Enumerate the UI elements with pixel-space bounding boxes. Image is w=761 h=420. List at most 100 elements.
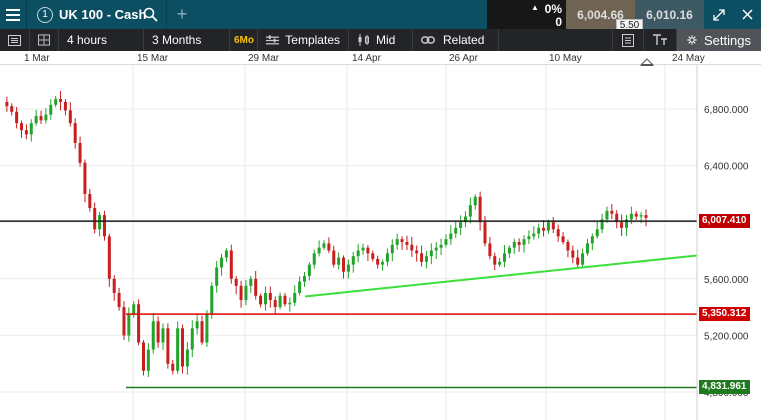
candle-body: [444, 239, 448, 245]
chart-grid: [0, 65, 697, 420]
close-icon[interactable]: [741, 9, 753, 20]
candle-body: [400, 239, 404, 243]
candle-body: [127, 314, 131, 336]
candle-body: [190, 328, 194, 350]
candle-body: [107, 236, 111, 279]
change-percent: 0%: [544, 2, 562, 16]
candle-body: [346, 264, 350, 272]
candle-body: [200, 321, 204, 343]
candle-body: [151, 321, 155, 350]
candle-body: [166, 328, 170, 364]
candle-series: [5, 90, 648, 378]
date-tick: 10 May: [549, 53, 582, 64]
candle-body: [293, 292, 297, 303]
candle-body: [522, 239, 526, 245]
candle-body: [615, 213, 619, 223]
candle-body: [424, 256, 428, 262]
panel-icon: [8, 34, 21, 46]
candle-body: [283, 295, 287, 305]
candle-body: [210, 285, 214, 315]
candle-body: [624, 219, 628, 228]
candle-body: [137, 304, 141, 343]
candle-body: [122, 307, 126, 336]
candle-body: [132, 304, 136, 315]
candle-body: [10, 106, 14, 112]
price-axis: 6,800.0006,400.0006,000.0005,600.0005,20…: [696, 65, 749, 420]
price-type-button[interactable]: Mid: [349, 29, 413, 51]
candle-body: [83, 162, 87, 194]
candle-body: [112, 278, 116, 293]
candle-body: [537, 227, 541, 234]
candle-body: [312, 253, 316, 265]
candle-body: [220, 257, 224, 268]
candle-body: [268, 292, 272, 301]
candle-body: [215, 267, 219, 286]
text-size-icon: [653, 34, 667, 45]
candle-body: [229, 250, 233, 279]
buy-price-button[interactable]: 6,010.16: [635, 0, 704, 29]
candle-body: [98, 215, 102, 230]
candle-body: [415, 250, 419, 254]
candle-body: [551, 222, 555, 230]
candle-body: [512, 242, 516, 248]
link-icon: [421, 36, 435, 44]
instrument-name: UK 100 - Cash: [59, 7, 147, 22]
candle-body: [463, 216, 467, 223]
templates-button[interactable]: Templates: [258, 29, 349, 51]
candle-body: [434, 247, 438, 251]
candle-body: [15, 111, 19, 124]
range-selector[interactable]: 3 Months: [144, 29, 230, 51]
window-controls: [704, 0, 761, 29]
candle-body: [405, 242, 409, 245]
expand-icon[interactable]: [712, 8, 725, 21]
candle-body: [385, 253, 389, 262]
candle-body: [468, 205, 472, 217]
candle-body: [483, 222, 487, 244]
candle-body: [605, 210, 609, 220]
candle-body: [288, 302, 292, 305]
candle-body: [273, 300, 277, 308]
templates-icon: [266, 34, 280, 44]
date-tick: 29 Mar: [248, 53, 280, 64]
price-chart[interactable]: 6,800.0006,400.0006,000.0005,600.0005,20…: [0, 65, 761, 420]
instrument-tab[interactable]: 1 UK 100 - Cash: [27, 0, 167, 29]
candle-body: [278, 295, 282, 308]
candle-body: [532, 233, 536, 237]
candle-body: [566, 242, 570, 251]
candle-body: [493, 256, 497, 265]
candle-body: [181, 328, 185, 367]
candle-body: [63, 101, 67, 111]
candle-body: [224, 250, 228, 258]
search-icon[interactable]: [143, 7, 158, 22]
candle-body: [381, 261, 385, 265]
add-tab-icon[interactable]: +: [176, 4, 188, 24]
candle-body: [307, 264, 311, 276]
candle-body: [78, 142, 82, 163]
notes-button[interactable]: [612, 29, 644, 51]
date-tick: 14 Apr: [352, 53, 381, 64]
candle-body: [34, 116, 38, 124]
settings-button[interactable]: Settings: [677, 29, 761, 51]
candle-body: [117, 292, 121, 308]
scroll-to-latest-icon[interactable]: [640, 52, 654, 66]
sell-price-button[interactable]: 6,004.66: [566, 0, 635, 29]
candle-body: [195, 321, 199, 329]
candle-body: [88, 193, 92, 209]
layout-button[interactable]: [30, 29, 59, 51]
candle-body: [332, 250, 336, 265]
candle-body: [556, 229, 560, 237]
date-tick: 15 Mar: [137, 53, 169, 64]
panel-toggle[interactable]: [0, 29, 30, 51]
candle-body: [73, 123, 77, 143]
candle-body: [644, 215, 648, 218]
interval-selector[interactable]: 4 hours: [59, 29, 144, 51]
candle-body: [298, 281, 302, 293]
candle-body: [249, 278, 253, 286]
candle-body: [356, 250, 360, 257]
related-button[interactable]: Related: [413, 29, 499, 51]
range-badge[interactable]: 6Mo: [230, 29, 258, 51]
menu-button[interactable]: [0, 0, 27, 29]
candle-body: [59, 99, 63, 102]
text-size-button[interactable]: [644, 29, 677, 51]
candle-body: [244, 285, 248, 301]
